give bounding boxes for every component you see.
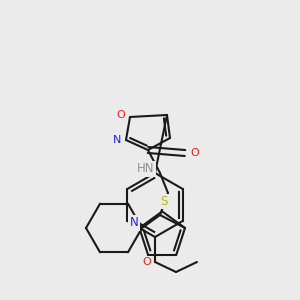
Text: N: N	[113, 135, 121, 145]
Text: O: O	[117, 110, 125, 120]
Text: O: O	[190, 148, 200, 158]
Text: S: S	[160, 195, 168, 208]
Text: HN: HN	[137, 163, 155, 176]
Text: O: O	[142, 257, 152, 267]
Text: N: N	[130, 217, 138, 230]
